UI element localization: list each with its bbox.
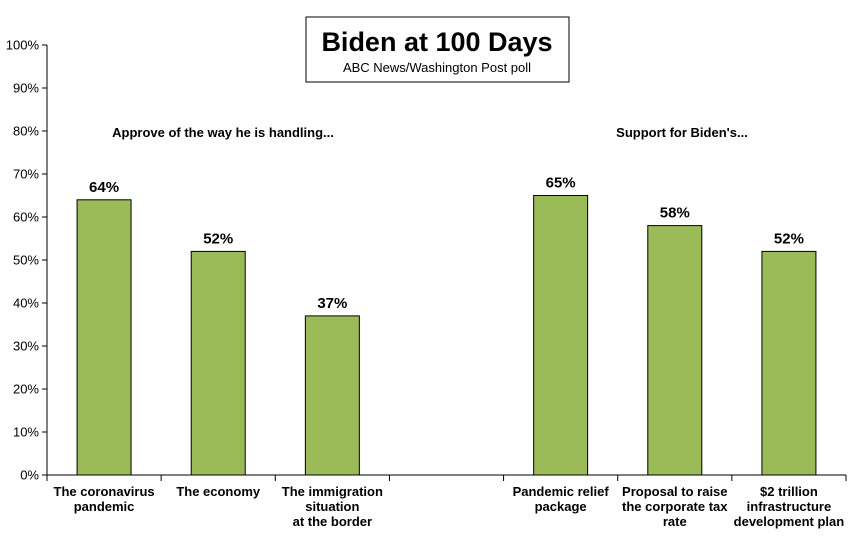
- category-label: the corporate tax: [622, 499, 728, 514]
- group-label-support: Support for Biden's...: [616, 125, 748, 140]
- y-tick-label: 80%: [13, 124, 39, 139]
- bar: [190, 250, 246, 476]
- category-label: Pandemic relief: [513, 484, 610, 499]
- category-label: at the border: [293, 514, 372, 529]
- y-tick-label: 50%: [13, 253, 39, 268]
- bar: [533, 195, 589, 476]
- y-tick-label: 60%: [13, 210, 39, 225]
- y-tick-label: 70%: [13, 167, 39, 182]
- category-label: pandemic: [74, 499, 135, 514]
- group-label-approve: Approve of the way he is handling...: [112, 125, 334, 140]
- category-label: The immigration: [282, 484, 383, 499]
- y-tick-label: 10%: [13, 425, 39, 440]
- bar-value-label: 65%: [546, 175, 576, 192]
- bar-value-label: 52%: [203, 230, 233, 247]
- axes: 0% 10% 20% 30% 40% 50% 60% 70% 80% 90% 100%: [6, 38, 847, 483]
- chart-subtitle: ABC News/Washington Post poll: [343, 60, 531, 75]
- title-box-frame: [305, 16, 570, 83]
- bar: [647, 225, 703, 476]
- y-tick-label: 40%: [13, 296, 39, 311]
- y-tick-label: 30%: [13, 339, 39, 354]
- bar: [304, 315, 360, 476]
- category-label: Proposal to raise: [622, 484, 727, 499]
- bar-value-label: 58%: [660, 205, 690, 222]
- category-label: $2 trillion: [760, 484, 818, 499]
- category-label: package: [535, 499, 587, 514]
- category-label: The coronavirus: [54, 484, 155, 499]
- title-box: Biden at 100 Days ABC News/Washington Po…: [305, 16, 570, 83]
- category-label: development plan: [734, 514, 845, 529]
- y-tick-label: 90%: [13, 81, 39, 96]
- y-tick-label: 0%: [20, 468, 39, 483]
- bar: [761, 250, 817, 476]
- y-tick-label: 100%: [6, 38, 40, 53]
- bar-value-label: 37%: [317, 295, 347, 312]
- category-label: infrastructure: [747, 499, 832, 514]
- chart-title: Biden at 100 Days: [321, 27, 552, 57]
- category-label: rate: [663, 514, 687, 529]
- y-tick-label: 20%: [13, 382, 39, 397]
- category-label: situation: [305, 499, 359, 514]
- bar-value-label: 64%: [89, 179, 119, 196]
- bar-value-label: 52%: [774, 230, 804, 247]
- bars: [76, 195, 817, 476]
- category-label: The economy: [176, 484, 261, 499]
- bar: [76, 199, 132, 476]
